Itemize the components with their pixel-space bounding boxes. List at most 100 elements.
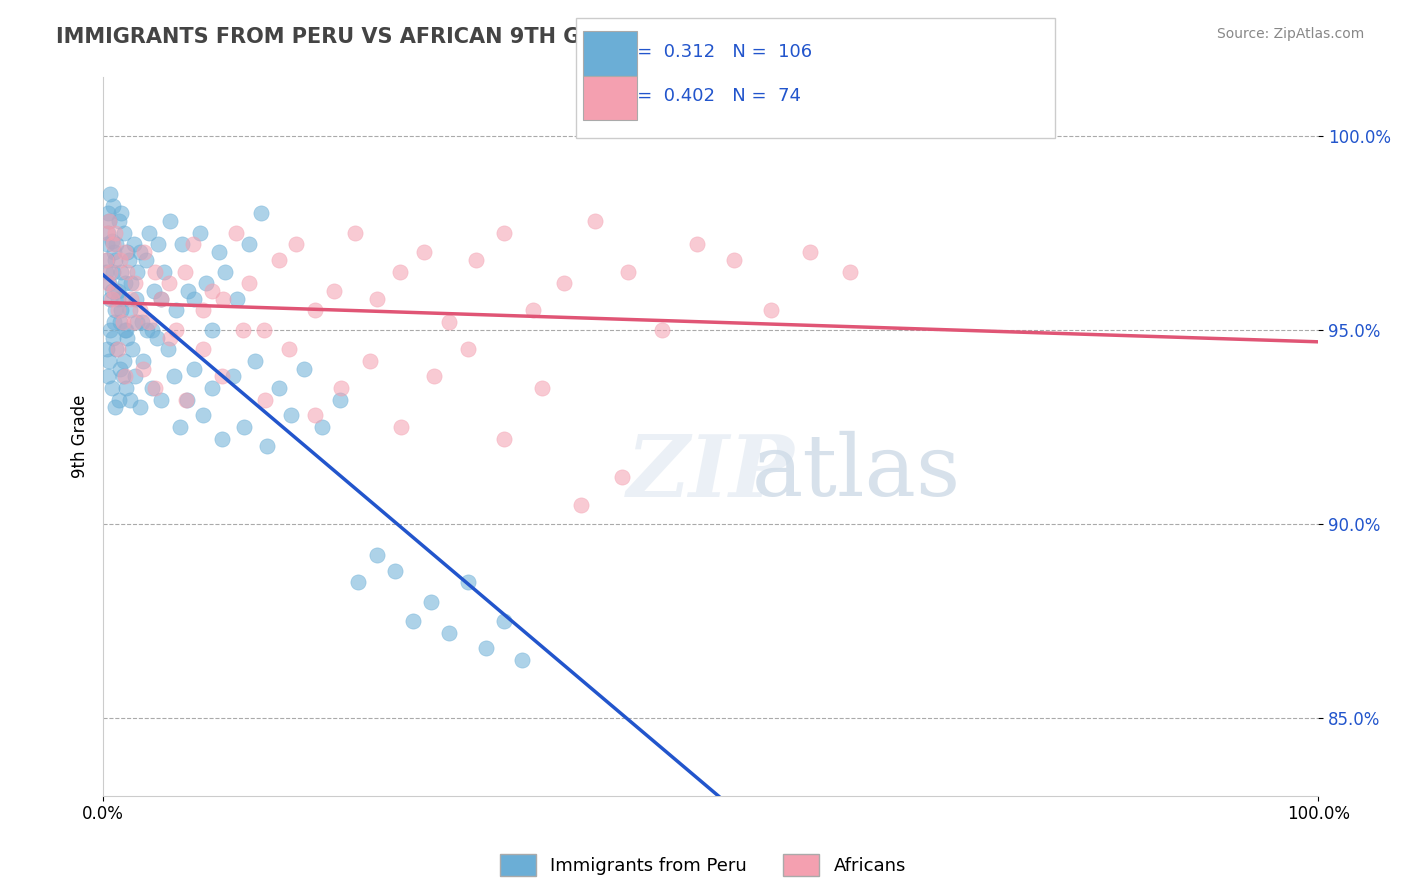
- Point: [141, 323, 163, 337]
- Point: [96, 226, 118, 240]
- Point: [128, 245, 150, 260]
- Point: [112, 354, 135, 368]
- Point: [799, 245, 821, 260]
- Point: [138, 315, 160, 329]
- Point: [420, 594, 443, 608]
- Point: [173, 264, 195, 278]
- Point: [278, 343, 301, 357]
- Point: [162, 369, 184, 384]
- Point: [131, 315, 153, 329]
- Point: [150, 292, 173, 306]
- Point: [252, 323, 274, 337]
- Point: [145, 264, 167, 278]
- Point: [101, 198, 124, 212]
- Point: [104, 252, 127, 267]
- Point: [253, 392, 276, 407]
- Point: [212, 292, 235, 306]
- Point: [108, 214, 131, 228]
- Point: [323, 284, 346, 298]
- Point: [159, 214, 181, 228]
- Point: [103, 284, 125, 298]
- Point: [366, 292, 388, 306]
- Point: [105, 237, 128, 252]
- Point: [384, 564, 406, 578]
- Point: [111, 315, 134, 329]
- Point: [329, 392, 352, 407]
- Point: [98, 214, 121, 228]
- Text: ZIP: ZIP: [627, 431, 794, 515]
- Point: [686, 237, 709, 252]
- Point: [125, 292, 148, 306]
- Point: [117, 264, 139, 278]
- Point: [98, 354, 121, 368]
- Point: [157, 277, 180, 291]
- Point: [132, 354, 155, 368]
- Point: [330, 381, 353, 395]
- Point: [225, 226, 247, 240]
- Point: [103, 315, 125, 329]
- Point: [174, 392, 197, 407]
- Point: [402, 614, 425, 628]
- Point: [104, 401, 127, 415]
- Point: [723, 252, 745, 267]
- Point: [250, 206, 273, 220]
- Point: [100, 323, 122, 337]
- Point: [494, 614, 516, 628]
- Point: [124, 369, 146, 384]
- Point: [97, 226, 120, 240]
- Point: [181, 237, 204, 252]
- Point: [117, 330, 139, 344]
- Point: [465, 252, 488, 267]
- Point: [494, 432, 516, 446]
- Point: [135, 323, 157, 337]
- Point: [211, 369, 233, 384]
- Point: [108, 361, 131, 376]
- Point: [101, 237, 124, 252]
- Point: [243, 354, 266, 368]
- Point: [100, 186, 122, 201]
- Point: [143, 284, 166, 298]
- Point: [110, 303, 132, 318]
- Point: [201, 323, 224, 337]
- Point: [97, 369, 120, 384]
- Point: [439, 315, 461, 329]
- Point: [222, 369, 245, 384]
- Point: [207, 245, 229, 260]
- Point: [191, 409, 214, 423]
- Point: [110, 206, 132, 220]
- Point: [117, 245, 139, 260]
- Point: [141, 381, 163, 395]
- Point: [553, 277, 575, 291]
- Point: [114, 245, 136, 260]
- Point: [172, 237, 194, 252]
- Point: [150, 392, 173, 407]
- Point: [121, 343, 143, 357]
- Point: [110, 264, 132, 278]
- Point: [94, 264, 117, 278]
- Point: [238, 277, 260, 291]
- Point: [177, 284, 200, 298]
- Point: [111, 369, 134, 384]
- Point: [347, 575, 370, 590]
- Point: [761, 303, 783, 318]
- Point: [94, 252, 117, 267]
- Point: [238, 237, 260, 252]
- Point: [115, 323, 138, 337]
- Point: [304, 303, 326, 318]
- Point: [120, 277, 142, 291]
- Point: [269, 381, 291, 395]
- Point: [150, 292, 173, 306]
- Text: atlas: atlas: [752, 431, 962, 514]
- Point: [104, 226, 127, 240]
- Point: [195, 277, 218, 291]
- Text: R =  0.312   N =  106: R = 0.312 N = 106: [619, 43, 811, 61]
- Point: [96, 237, 118, 252]
- Point: [439, 625, 461, 640]
- Point: [128, 401, 150, 415]
- Point: [343, 226, 366, 240]
- Text: Source: ZipAtlas.com: Source: ZipAtlas.com: [1216, 27, 1364, 41]
- Point: [135, 252, 157, 267]
- Point: [512, 653, 534, 667]
- Point: [651, 323, 673, 337]
- Point: [457, 575, 479, 590]
